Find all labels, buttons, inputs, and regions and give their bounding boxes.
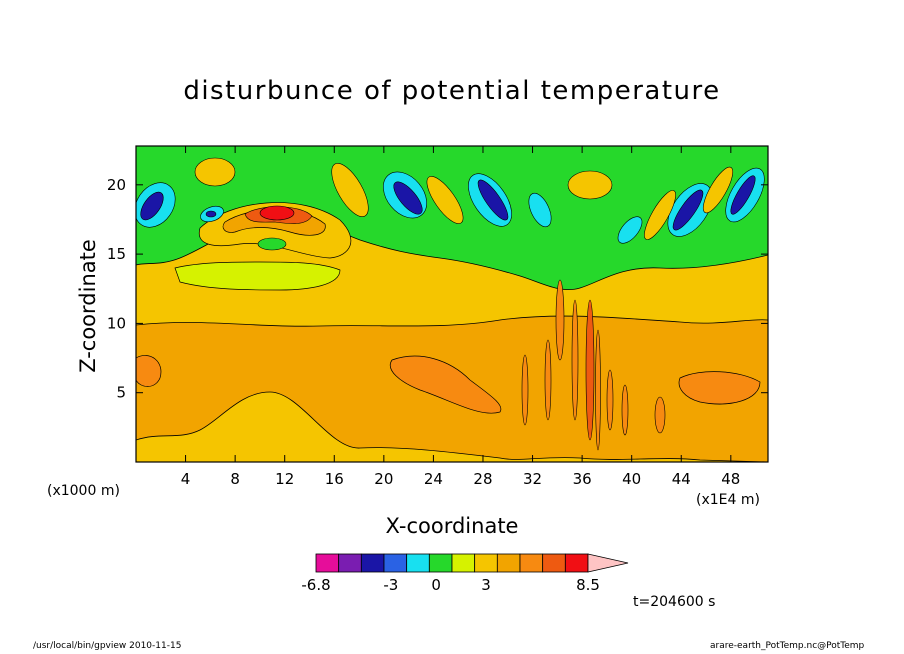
colorbar-swatch — [474, 553, 498, 573]
field-warm-core — [259, 205, 295, 221]
y-tick-label: 5 — [116, 384, 126, 402]
colorbar-swatch — [519, 553, 544, 573]
colorbar-label: 8.5 — [576, 576, 600, 594]
x-tick-label: 16 — [325, 470, 344, 488]
field-turbulent-column — [521, 279, 666, 451]
colorbar-swatch — [451, 553, 476, 573]
x-tick-label: 12 — [275, 470, 294, 488]
y-tick-label: 20 — [107, 176, 126, 194]
colorbar-swatch — [406, 553, 430, 573]
y-tick-label: 15 — [107, 245, 126, 263]
colorbar-label: 3 — [481, 576, 491, 594]
colorbar-label: 0 — [431, 576, 441, 594]
colorbar-label: -3 — [383, 576, 398, 594]
y-tick-label: 10 — [107, 314, 126, 332]
x-tick-label: 8 — [230, 470, 240, 488]
colorbar-swatch — [383, 553, 408, 573]
x-tick-label: 44 — [672, 470, 691, 488]
colorbar-label: -6.8 — [301, 576, 330, 594]
contour-field — [136, 146, 768, 462]
colorbar: -6.8 -3 0 3 8.5 — [301, 553, 629, 594]
x-tick-label: 4 — [181, 470, 191, 488]
x-tick-label: 20 — [374, 470, 393, 488]
x-tick-label: 28 — [473, 470, 492, 488]
x-unit-right: (x1E4 m) — [696, 492, 760, 508]
colorbar-swatch — [360, 553, 385, 573]
field-cold-cells — [136, 167, 765, 244]
y-axis-label: Z-coordinate — [76, 239, 100, 373]
x-tick-label: 36 — [573, 470, 592, 488]
field-orange-blob — [136, 355, 162, 387]
x-tick-label: 48 — [721, 470, 740, 488]
x-tick-label: 24 — [424, 470, 443, 488]
field-green-spot — [257, 237, 287, 251]
colorbar-swatch — [428, 553, 453, 573]
field-upper-yellow-bands — [194, 157, 734, 240]
x-axis: 4 8 12 16 20 24 28 32 36 40 44 48 — [181, 146, 740, 488]
x-unit-left: (x1000 m) — [47, 483, 120, 499]
colorbar-arrow — [587, 553, 629, 573]
colorbar-swatch — [496, 553, 521, 573]
x-tick-label: 40 — [622, 470, 641, 488]
colorbar-swatch — [564, 553, 589, 573]
x-tick-label: 32 — [523, 470, 542, 488]
x-axis-label-text: X-coordinate — [385, 514, 519, 538]
y-axis: 5 10 15 20 — [107, 176, 768, 402]
field-orange-blob — [390, 355, 502, 414]
field-orange-blob — [678, 371, 761, 405]
colorbar-swatch — [542, 553, 566, 573]
chart-title: disturbunce of potential temperature — [183, 76, 721, 106]
field-light-yellow — [174, 261, 341, 291]
colorbar-swatch — [338, 553, 362, 573]
plot-frame — [135, 145, 769, 463]
time-label: t=204600 s — [633, 594, 716, 610]
footer-right: arare-earth_PotTemp.nc@PotTemp — [710, 641, 865, 651]
colorbar-swatch — [315, 553, 340, 573]
footer-left: /usr/local/bin/gpview 2010-11-15 — [33, 641, 182, 651]
